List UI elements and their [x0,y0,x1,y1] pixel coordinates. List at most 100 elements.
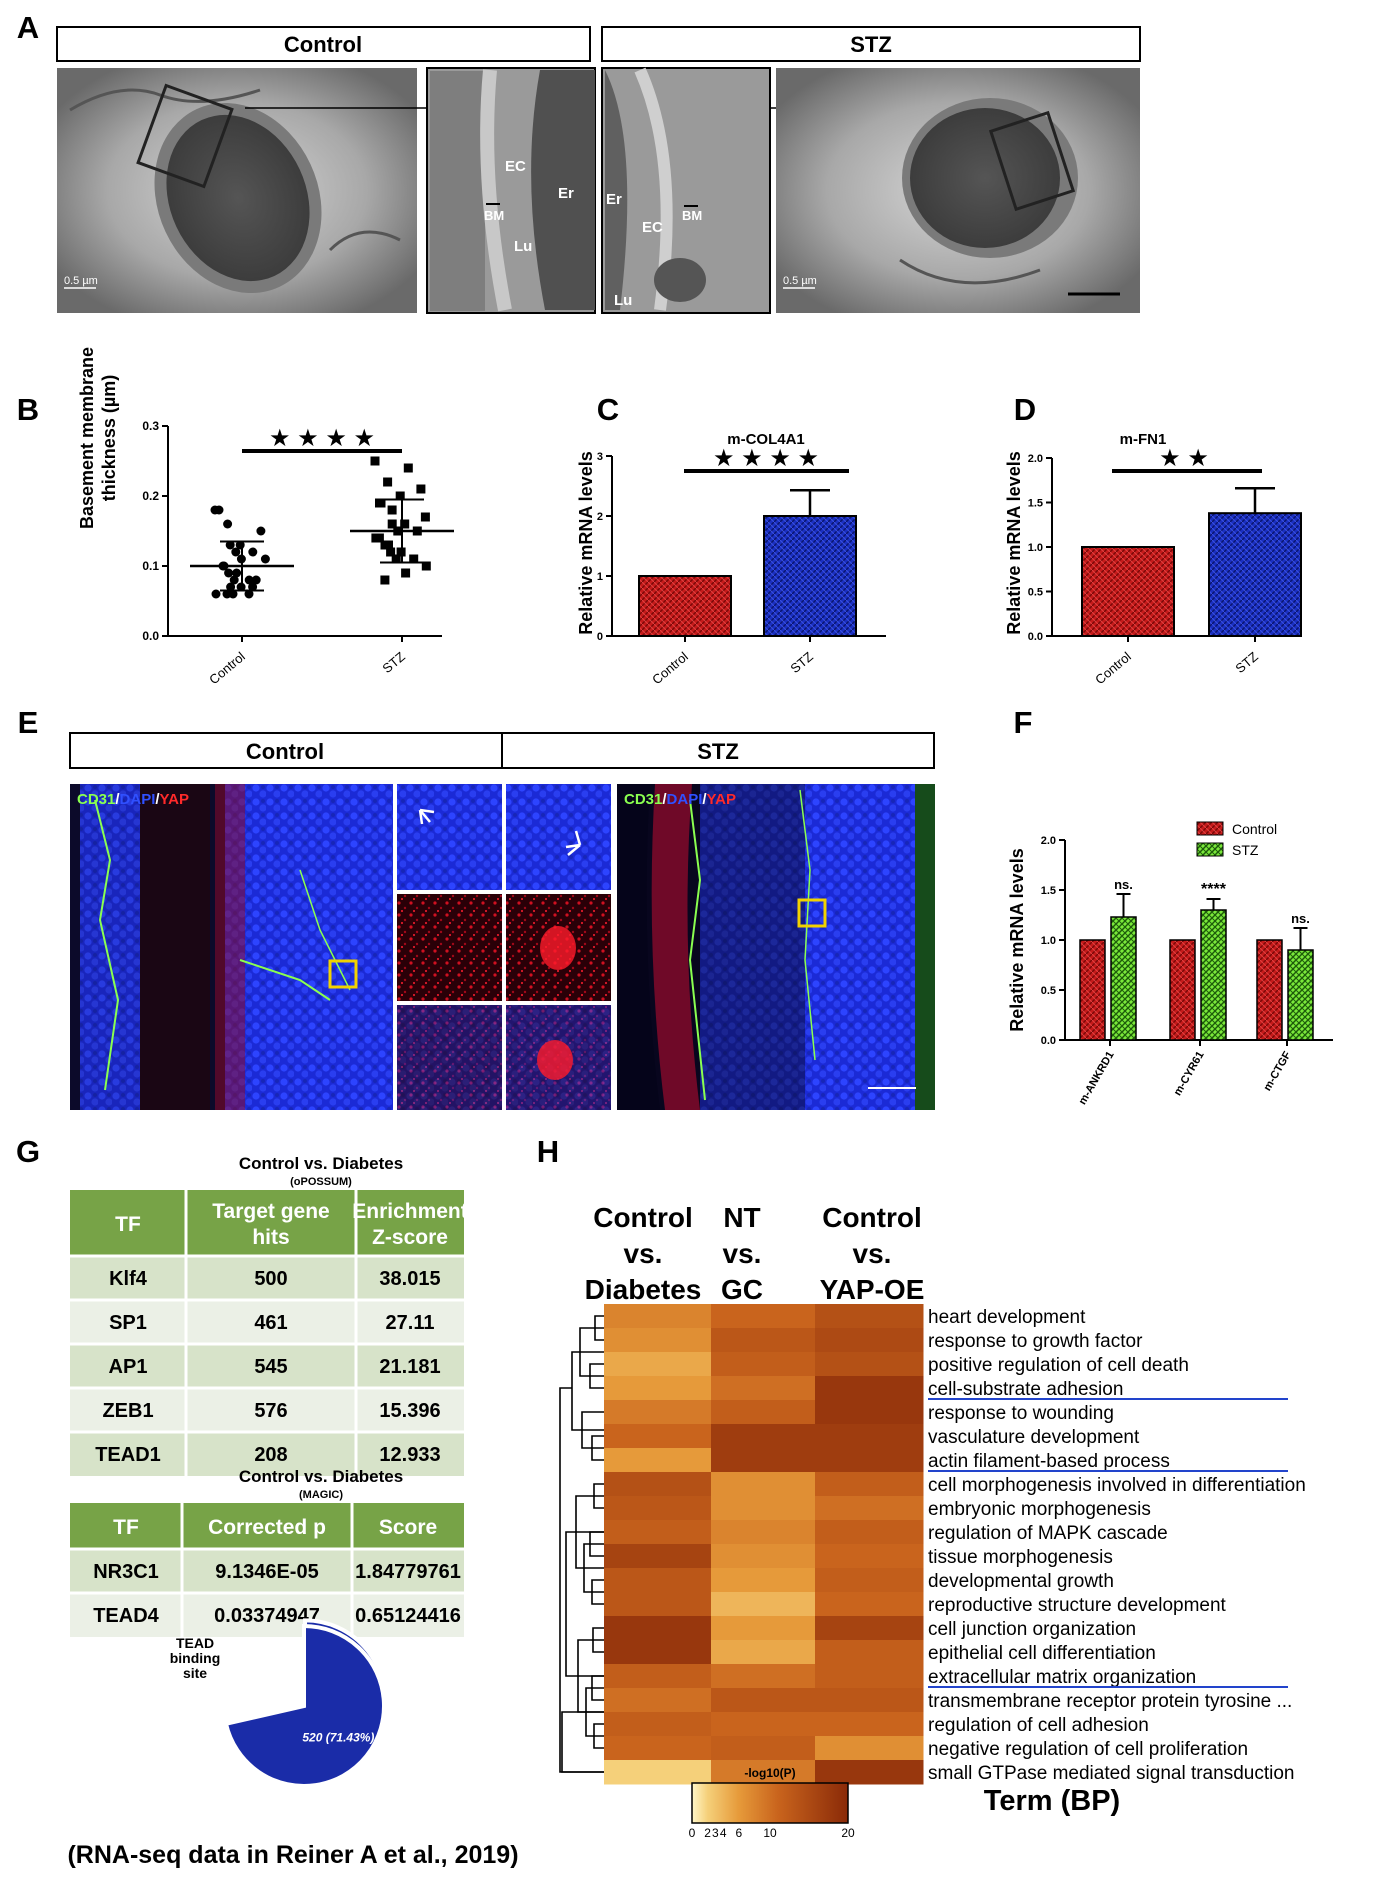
y-tick-label: 1.5 [1028,498,1043,510]
table-header-cell: Score [379,1516,437,1539]
dendrogram-branch [559,1387,604,1773]
heatmap-cell [815,1592,924,1617]
table-header-row [70,1190,464,1256]
e-zoom-control [397,784,502,1110]
table-row [70,1300,464,1344]
heatmap-cell [815,1736,924,1761]
label-ec: EC [642,219,663,236]
d-title: m-FN1 [1120,431,1167,448]
heatmap-cell [711,1760,816,1785]
control-point [229,575,239,585]
x-tick-label: STZ [1232,649,1260,676]
f-chart: 0.0 0.5 1.0 1.5 2.0 ns. m-ANKRD1 **** m-CYR61 ns.… [1041,835,1333,1107]
stz-point [421,561,431,571]
table-header-cell: hits [252,1226,289,1249]
g-table1: TF Target gene hits Enrichment Z-score Klf4 50… [70,1190,468,1476]
heatmap-cell [815,1352,924,1377]
term-label: small GTPase mediated signal transductio… [928,1763,1294,1784]
heatmap-cell [711,1616,816,1641]
table-cell: SP1 [109,1312,147,1334]
table-cell: 461 [254,1312,287,1334]
column-header: Control [822,1202,922,1233]
colorbar [691,1782,849,1824]
colorbar-tick: 0 [689,1826,696,1840]
heatmap-cell [604,1544,712,1569]
stz-point [395,491,405,501]
table-row [70,1388,464,1432]
em-image-control-zoom: EC Er BM Lu [426,67,596,314]
h-terms: heart development response to growth fact… [928,1307,1306,1784]
g-table2-subtitle: (MAGIC) [299,1489,343,1501]
colorbar-tick: 20 [841,1826,855,1840]
bar [1110,916,1137,1041]
y-tick-label: 2.0 [1028,453,1043,465]
h-dendrogram [559,1315,604,1773]
stz-point [380,575,390,585]
heatmap-cell [815,1328,924,1353]
legend-swatch [1196,842,1224,857]
table-cell: ZEB1 [102,1400,153,1422]
dendrogram-branch [561,1711,604,1773]
panel-a-control-header-box [56,26,591,62]
panel-h: Control vs. Diabetes NT vs. GC Control vs. YAP-O… [559,1202,1306,1840]
heatmap-cell [604,1424,712,1449]
label-er: Er [606,191,622,208]
heatmap-cell [604,1664,712,1689]
control-point [248,582,258,592]
bar [1256,939,1283,1041]
term-label: positive regulation of cell death [928,1355,1189,1376]
heatmap-cell [815,1616,924,1641]
colorbar-tick: 10 [763,1826,777,1840]
label-ec: EC [505,158,526,175]
term-label: actin filament-based process [928,1451,1170,1472]
stz-point [380,540,390,550]
table-cell: Klf4 [109,1268,148,1290]
bar [1208,512,1302,637]
panel-letter: G [16,1134,40,1169]
table-cell: NR3C1 [93,1561,159,1583]
pie-slice [223,1623,386,1788]
g-citation: (RNA-seq data in Reiner A et al., 2019) [67,1841,518,1869]
table-row [70,1344,464,1388]
dendrogram-branch [565,1531,604,1677]
legend-swatch [1196,821,1224,836]
table-header-cell: Z-score [372,1226,448,1249]
term-label: embryonic morphogenesis [928,1499,1151,1520]
colorbar-tick: 3 [712,1826,719,1840]
panel-letter: E [18,705,39,740]
heatmap-cell [711,1304,816,1329]
heatmap-cell [604,1352,712,1377]
d-ylabel: Relative mRNA levels [1004,451,1024,634]
table-cell: TEAD4 [93,1605,159,1627]
heatmap-cell [815,1424,924,1449]
panel-letter: H [537,1134,559,1169]
colorbar-tick: 2 [704,1826,711,1840]
heatmap-cell [711,1472,816,1497]
panel-letters: A B C D E F G H [16,10,1036,1169]
table-header-cell: Target gene [212,1200,329,1223]
em-image-stz-overview: 0.5 µm [776,68,1140,313]
e-image-control: CD31/DAPI/YAP [70,784,393,1110]
y-tick-label: 0.3 [142,419,159,433]
f-ylabel: Relative mRNA levels [1007,848,1027,1031]
table-header-row [70,1503,464,1549]
heatmap-cell [604,1496,712,1521]
y-tick-label: 0.0 [1041,1035,1056,1047]
table-header-cell: TF [113,1516,139,1539]
heatmap-cell [604,1520,712,1545]
term-label: epithelial cell differentiation [928,1643,1156,1664]
term-label: response to wounding [928,1403,1114,1424]
term-label: regulation of MAPK cascade [928,1523,1168,1544]
x-tick-label: m-CYR61 [1172,1050,1207,1098]
table-row [70,1256,464,1300]
panel-letter: F [1014,705,1033,740]
column-header: vs. [723,1238,762,1269]
column-header: GC [721,1274,763,1305]
heatmap-cell [711,1544,816,1569]
x-tick-label: Control [206,649,248,688]
y-tick-label: 2 [597,511,603,523]
x-tick-label: Control [649,649,691,688]
x-tick-label: m-ANKRD1 [1077,1050,1117,1107]
em-image-control-overview: 0.5 µm [57,68,417,313]
